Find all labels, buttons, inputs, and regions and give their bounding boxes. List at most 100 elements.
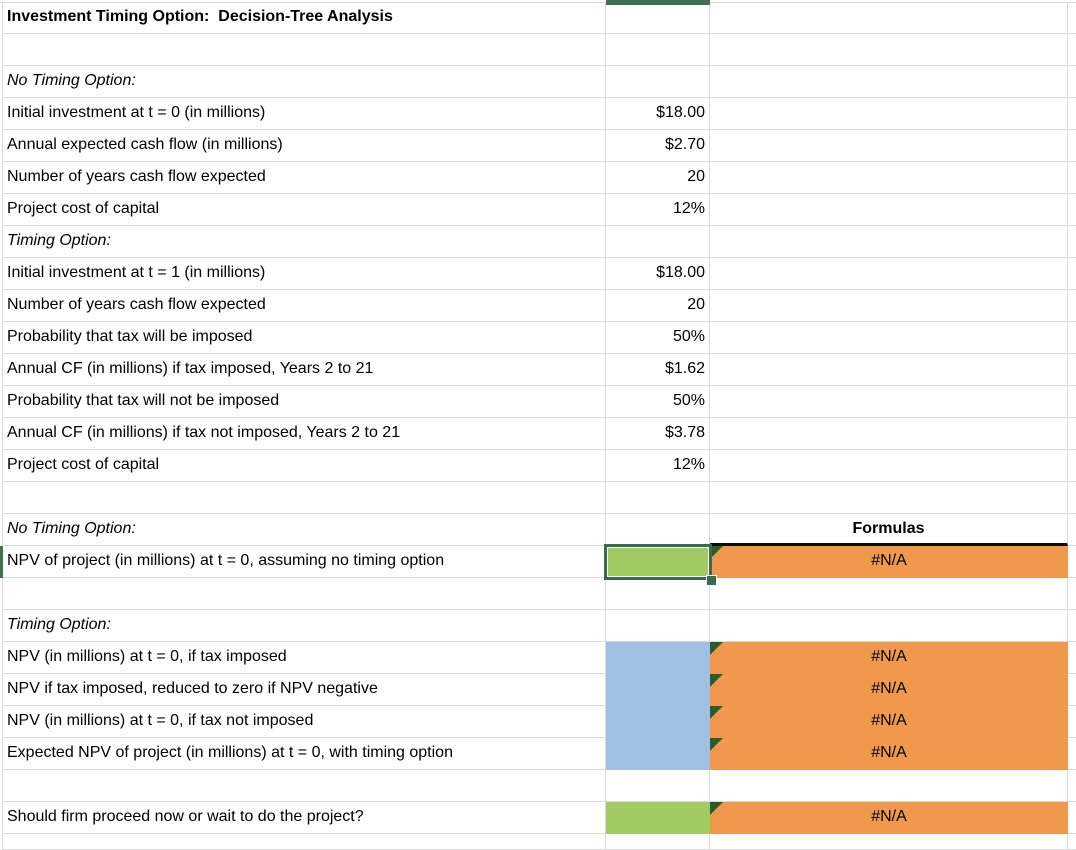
formula-cell[interactable]: #N/A (710, 546, 1068, 578)
formula-error-value: #N/A (871, 648, 907, 665)
proceed-or-wait-input-cell[interactable] (606, 802, 710, 834)
formula-error-value: #N/A (871, 552, 907, 569)
label-cell[interactable]: Annual CF (in millions) if tax imposed, … (2, 354, 606, 386)
label-cell[interactable]: NPV (in millions) at t = 0, if tax not i… (2, 706, 606, 738)
section-header-timing-results[interactable]: Timing Option: (2, 610, 606, 642)
expected-npv-input-cell[interactable] (606, 738, 710, 770)
value-cell[interactable]: $3.78 (606, 418, 710, 450)
section-label: Timing Option: (7, 232, 111, 249)
cell (1068, 66, 1076, 98)
selection-border (604, 544, 712, 580)
npv-reduced-input-cell[interactable] (606, 674, 710, 706)
cell (1068, 610, 1076, 642)
row-label: Project cost of capital (7, 456, 160, 473)
cell (606, 482, 710, 514)
label-cell[interactable]: Annual CF (in millions) if tax not impos… (2, 418, 606, 450)
row-label: Probability that tax will be imposed (7, 328, 253, 345)
value-cell[interactable]: $18.00 (606, 98, 710, 130)
value-cell[interactable]: 20 (606, 290, 710, 322)
formula-cell[interactable]: #N/A (710, 706, 1068, 738)
label-cell[interactable]: Probability that tax will not be imposed (2, 386, 606, 418)
label-cell[interactable]: Initial investment at t = 1 (in millions… (2, 258, 606, 290)
formula-cell[interactable]: #N/A (710, 738, 1068, 770)
corner-triangle-icon (710, 706, 723, 719)
cell (2, 770, 606, 802)
label-cell[interactable]: NPV if tax imposed, reduced to zero if N… (2, 674, 606, 706)
row-19 (2, 578, 1076, 610)
row-label: Should firm proceed now or wait to do th… (7, 808, 364, 825)
cell (1068, 834, 1076, 850)
row-15: Project cost of capital 12% (2, 450, 1076, 482)
label-cell[interactable]: Initial investment at t = 0 (in millions… (2, 98, 606, 130)
cell (710, 66, 1068, 98)
row-27 (2, 834, 1076, 850)
npv-no-timing-input-cell[interactable] (604, 544, 717, 586)
cell (710, 162, 1068, 194)
cell-value: $1.62 (664, 360, 705, 377)
formula-cell[interactable]: #N/A (710, 674, 1068, 706)
label-cell[interactable]: Expected NPV of project (in millions) at… (2, 738, 606, 770)
label-cell[interactable]: Annual expected cash flow (in millions) (2, 130, 606, 162)
cell-value: $3.78 (664, 424, 705, 441)
section-header-timing[interactable]: Timing Option: (2, 226, 606, 258)
npv-tax-not-imposed-input-cell[interactable] (606, 706, 710, 738)
row-label: NPV of project (in millions) at t = 0, a… (7, 552, 445, 569)
cell (710, 578, 1068, 610)
row-7: Project cost of capital 12% (2, 194, 1076, 226)
row-label: NPV if tax imposed, reduced to zero if N… (7, 680, 378, 697)
label-cell[interactable]: Probability that tax will be imposed (2, 322, 606, 354)
formula-cell[interactable]: #N/A (710, 642, 1068, 674)
cell (1068, 578, 1076, 610)
value-cell[interactable]: 50% (606, 386, 710, 418)
corner-triangle-icon (710, 674, 723, 687)
row-1: Investment Timing Option: Decision-Tree … (2, 2, 1076, 34)
cell (1068, 226, 1076, 258)
row-label: Annual expected cash flow (in millions) (7, 136, 283, 153)
section-header-no-timing[interactable]: No Timing Option: (2, 66, 606, 98)
section-header-no-timing-results[interactable]: No Timing Option: (2, 514, 606, 546)
cell (1068, 194, 1076, 226)
row-9: Initial investment at t = 1 (in millions… (2, 258, 1076, 290)
row-26: Should firm proceed now or wait to do th… (2, 802, 1076, 834)
formula-error-value: #N/A (871, 712, 907, 729)
value-cell[interactable]: 12% (606, 194, 710, 226)
value-cell[interactable]: $2.70 (606, 130, 710, 162)
npv-tax-imposed-input-cell[interactable] (606, 642, 710, 674)
label-cell[interactable]: NPV of project (in millions) at t = 0, a… (2, 546, 606, 578)
value-cell[interactable]: 20 (606, 162, 710, 194)
label-cell[interactable]: Project cost of capital (2, 450, 606, 482)
cell-value: 50% (672, 328, 705, 345)
title-cell[interactable]: Investment Timing Option: Decision-Tree … (2, 2, 606, 34)
cell-value: $18.00 (656, 104, 705, 121)
cell (710, 354, 1068, 386)
cell (1068, 98, 1076, 130)
formula-cell[interactable]: #N/A (710, 802, 1068, 834)
label-cell[interactable]: Should firm proceed now or wait to do th… (2, 802, 606, 834)
row-12: Annual CF (in millions) if tax imposed, … (2, 354, 1076, 386)
cell (2, 482, 606, 514)
label-cell[interactable]: Project cost of capital (2, 194, 606, 226)
cell-value: 12% (672, 200, 705, 217)
cell (710, 834, 1068, 850)
value-cell[interactable]: 12% (606, 450, 710, 482)
cell (1068, 770, 1076, 802)
fill-handle[interactable] (706, 575, 717, 586)
value-cell[interactable]: 50% (606, 322, 710, 354)
label-cell[interactable]: Number of years cash flow expected (2, 162, 606, 194)
cell (606, 578, 710, 610)
row-17: No Timing Option: Formulas (2, 514, 1076, 546)
row-25 (2, 770, 1076, 802)
value-cell[interactable]: $1.62 (606, 354, 710, 386)
label-cell[interactable]: NPV (in millions) at t = 0, if tax impos… (2, 642, 606, 674)
label-cell[interactable]: Number of years cash flow expected (2, 290, 606, 322)
value-cell[interactable]: $18.00 (606, 258, 710, 290)
cell (710, 386, 1068, 418)
row-label: Project cost of capital (7, 200, 160, 217)
cell (606, 2, 710, 34)
cell (710, 418, 1068, 450)
corner-triangle-icon (710, 546, 723, 559)
formulas-header-cell[interactable]: Formulas (710, 514, 1068, 546)
row-selection-indicator (0, 546, 3, 578)
cell (710, 322, 1068, 354)
